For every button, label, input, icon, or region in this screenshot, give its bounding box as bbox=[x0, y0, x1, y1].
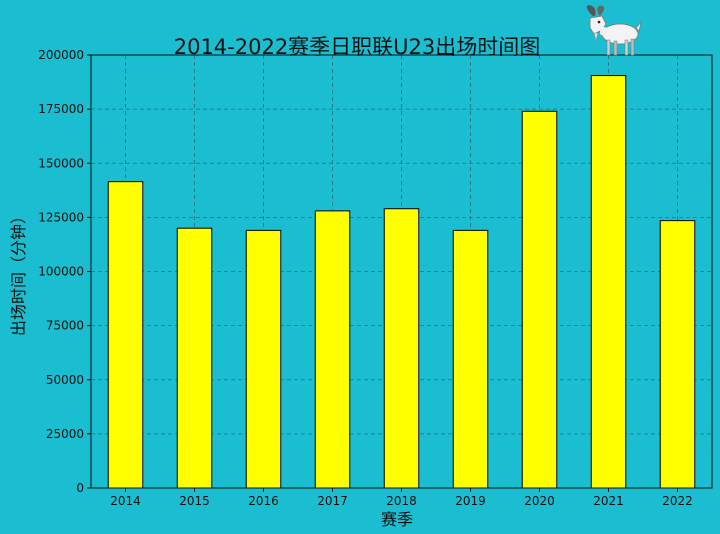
y-tick-labels: 0 25000 50000 75000 100000 125000 150000 175000… bbox=[38, 48, 91, 495]
bar-2022 bbox=[659, 220, 696, 489]
x-axis-title: 赛季 bbox=[381, 510, 413, 529]
x-tick-label: 2017 bbox=[317, 494, 348, 508]
x-tick-label: 2020 bbox=[524, 494, 555, 508]
chart-title: 2014-2022赛季日职联U23出场时间图 bbox=[174, 35, 541, 59]
x-tick-label: 2022 bbox=[662, 494, 693, 508]
y-tick-label: 100000 bbox=[38, 265, 84, 279]
bar-2015 bbox=[176, 227, 213, 489]
x-tick-label: 2014 bbox=[110, 494, 141, 508]
bar-2016 bbox=[245, 229, 282, 489]
x-tick-label: 2018 bbox=[386, 494, 417, 508]
bar-2021 bbox=[590, 75, 627, 489]
y-tick-label: 200000 bbox=[38, 48, 84, 62]
bar-2014 bbox=[107, 181, 144, 489]
y-tick-label: 125000 bbox=[38, 210, 84, 224]
x-tick-label: 2019 bbox=[455, 494, 486, 508]
bar-2018 bbox=[383, 208, 420, 489]
x-tick-label: 2016 bbox=[248, 494, 279, 508]
goat-icon bbox=[586, 5, 642, 56]
y-tick-label: 50000 bbox=[46, 373, 84, 387]
bars bbox=[107, 75, 696, 489]
x-tick-label: 2015 bbox=[179, 494, 210, 508]
x-tick-labels: 2014 2015 2016 2017 2018 2019 2020 2021 2022 bbox=[110, 488, 693, 508]
y-tick-label: 175000 bbox=[38, 102, 84, 116]
y-tick-label: 150000 bbox=[38, 156, 84, 170]
bar-2017 bbox=[314, 210, 351, 489]
y-tick-label: 75000 bbox=[46, 319, 84, 333]
y-tick-label: 0 bbox=[76, 481, 84, 495]
y-tick-label: 25000 bbox=[46, 427, 84, 441]
x-tick-label: 2021 bbox=[593, 494, 624, 508]
bar-2019 bbox=[452, 229, 489, 489]
bar-2020 bbox=[521, 110, 558, 489]
y-axis-title: 出场时间（分钟） bbox=[9, 208, 28, 336]
